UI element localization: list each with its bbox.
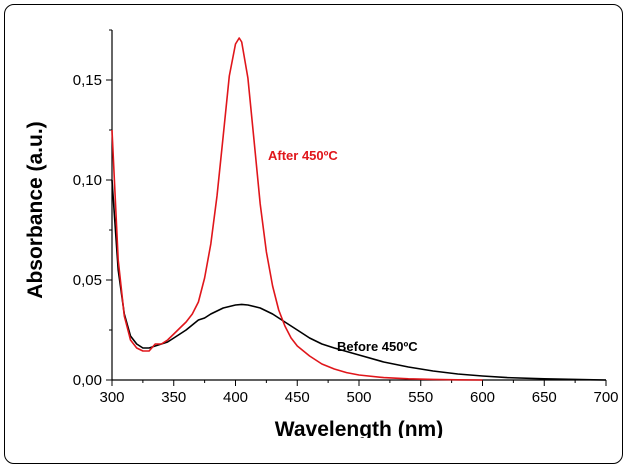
x-tick-label: 400 [223, 389, 248, 406]
x-tick-label: 550 [408, 389, 433, 406]
x-tick-label: 700 [593, 389, 618, 406]
series-layer [111, 37, 607, 381]
axes [111, 30, 606, 381]
y-axis-title: Absorbance (a.u.) [24, 121, 47, 298]
series-line-before [111, 179, 607, 381]
y-tick-label: 0,15 [73, 72, 102, 89]
absorbance-chart: 300 350 400 450 500 550 600 650 700 0,00 0,05 0,10… [24, 29, 619, 438]
x-axis-title: Wavelength (nm) [275, 418, 443, 438]
x-tick-label: 500 [346, 389, 371, 406]
x-tick-label: 600 [470, 389, 495, 406]
y-axis-ticks: 0,00 0,05 0,10 0,15 [73, 29, 112, 389]
x-tick-label: 650 [532, 389, 557, 406]
series-line-after [111, 37, 483, 381]
series-label-before: Before 450ºC [337, 339, 418, 354]
x-tick-label: 350 [161, 389, 186, 406]
y-tick-label: 0,00 [73, 372, 102, 389]
x-tick-label: 450 [285, 389, 310, 406]
series-label-after: After 450ºC [268, 148, 338, 163]
x-tick-label: 300 [99, 389, 124, 406]
x-axis-ticks: 300 350 400 450 500 550 600 650 700 [99, 380, 619, 406]
y-tick-label: 0,05 [73, 272, 102, 289]
y-tick-label: 0,10 [73, 172, 102, 189]
